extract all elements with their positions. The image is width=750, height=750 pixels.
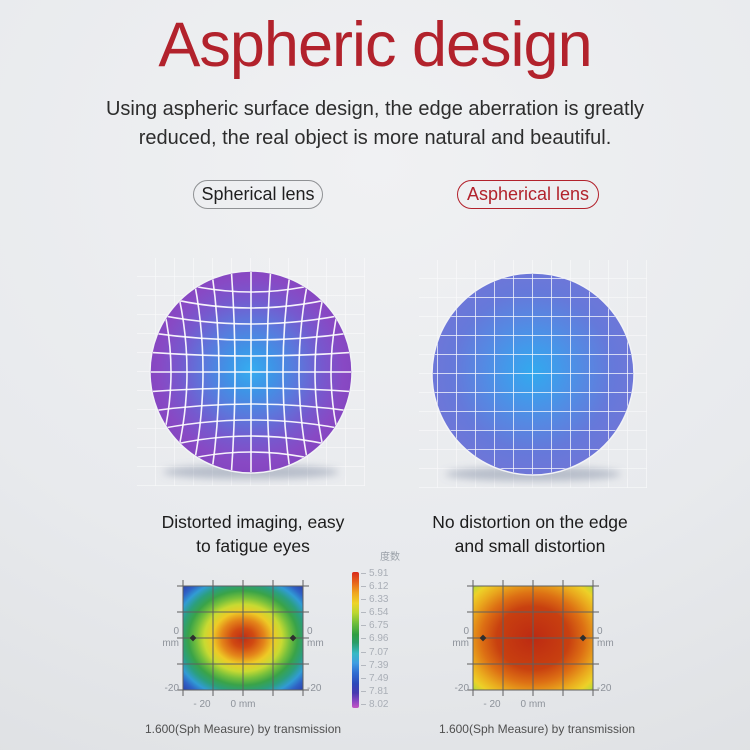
y-axis-bottom-tick-left: -20 bbox=[164, 683, 179, 694]
legend-tick: 7.49 bbox=[361, 673, 388, 684]
legend-tick: 7.81 bbox=[361, 686, 388, 697]
y-axis-label-right: 0 mm bbox=[597, 626, 614, 649]
heatmap-spherical: 0 mm 0 mm -20 -20 - 20 0 mm bbox=[143, 580, 343, 730]
spherical-lens-badge: Spherical lens bbox=[193, 180, 323, 209]
y-axis-bottom-tick-right: -20 bbox=[597, 683, 612, 694]
tick-mark bbox=[361, 612, 366, 614]
legend-ticks: 5.91 6.12 6.33 6.54 6.75 6.96 7.07 7.39 … bbox=[361, 568, 388, 710]
tick-mark bbox=[361, 638, 366, 640]
legend-tick: 6.96 bbox=[361, 633, 388, 644]
page-title: Aspheric design bbox=[158, 10, 592, 80]
heatmap-aspherical: 0 mm 0 mm -20 -20 - 20 0 mm bbox=[433, 580, 633, 730]
subtitle: Using aspheric surface design, the edge … bbox=[0, 95, 750, 153]
heatmap-aspherical-plot bbox=[467, 580, 599, 696]
legend-tick: 6.12 bbox=[361, 581, 388, 592]
legend-header: 度数 bbox=[380, 552, 400, 563]
tick-mark bbox=[361, 703, 366, 705]
tick-mark bbox=[361, 573, 366, 574]
caption-line: Distorted imaging, easy bbox=[161, 512, 345, 532]
y-axis-bottom-tick-right: -20 bbox=[307, 683, 322, 694]
straight-grid bbox=[433, 274, 633, 474]
legend-tick: 6.54 bbox=[361, 607, 388, 618]
tick-mark bbox=[361, 651, 366, 653]
heatmap-grid bbox=[177, 580, 309, 696]
heatmap-grid bbox=[467, 580, 599, 696]
subtitle-line-1: Using aspheric surface design, the edge … bbox=[105, 98, 645, 120]
subtitle-line-2: reduced, the real object is more natural… bbox=[138, 127, 612, 149]
tick-mark bbox=[361, 586, 366, 588]
caption-line: and small distortion bbox=[454, 535, 606, 556]
spherical-lens-diagram bbox=[137, 258, 365, 486]
tick-mark bbox=[361, 677, 366, 679]
legend-tick: 6.33 bbox=[361, 594, 388, 605]
y-axis-label-left: 0 mm bbox=[452, 626, 469, 649]
caption-line: No distortion on the edge bbox=[432, 512, 628, 532]
y-axis-bottom-tick-left: -20 bbox=[454, 683, 469, 694]
heatmap-spherical-plot bbox=[177, 580, 309, 696]
caption-line: to fatigue eyes bbox=[196, 535, 310, 556]
x-axis-tick-zero: 0 mm bbox=[520, 699, 546, 710]
x-axis-tick-neg20: - 20 bbox=[483, 699, 501, 710]
legend-tick: 7.07 bbox=[361, 647, 388, 658]
distorted-grid bbox=[151, 272, 351, 472]
colorbar bbox=[352, 572, 359, 708]
aspherical-lens-badge: Aspherical lens bbox=[457, 180, 599, 209]
tick-mark bbox=[361, 625, 366, 627]
y-axis-label-right: 0 mm bbox=[307, 626, 324, 649]
tick-mark bbox=[361, 664, 366, 666]
tick-mark bbox=[361, 599, 366, 601]
legend-tick: 8.02 bbox=[361, 699, 388, 710]
heatmap-aspherical-caption: 1.600(Sph Measure) by transmission bbox=[438, 722, 636, 736]
spherical-lens-caption: Distorted imaging, easy to fatigue eyes bbox=[131, 511, 375, 558]
heatmap-spherical-caption: 1.600(Sph Measure) by transmission bbox=[144, 722, 342, 736]
legend-tick: 6.75 bbox=[361, 620, 388, 631]
x-axis-tick-neg20: - 20 bbox=[193, 699, 211, 710]
aspherical-lens-caption: No distortion on the edge and small disto… bbox=[408, 511, 652, 558]
legend-tick: 7.39 bbox=[361, 660, 388, 671]
x-axis-tick-zero: 0 mm bbox=[230, 699, 256, 710]
power-scale-legend: 度数 5.91 6.12 6.33 6.54 6.75 6.96 7.07 7.… bbox=[352, 548, 438, 710]
tick-mark bbox=[361, 690, 366, 692]
aspherical-lens-diagram bbox=[419, 260, 647, 488]
y-axis-label-left: 0 mm bbox=[162, 626, 179, 649]
legend-body: 5.91 6.12 6.33 6.54 6.75 6.96 7.07 7.39 … bbox=[352, 568, 438, 710]
legend-tick: 5.91 bbox=[361, 568, 388, 579]
